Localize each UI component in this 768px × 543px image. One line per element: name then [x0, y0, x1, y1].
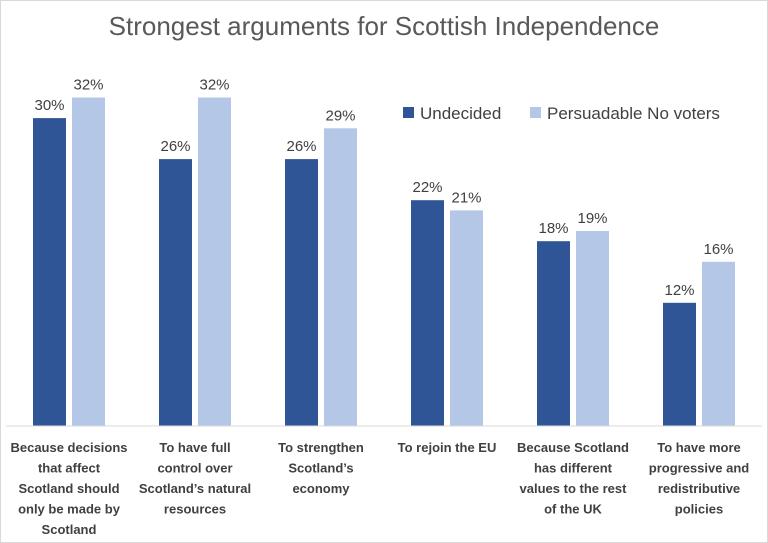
category-label-line: only be made by: [18, 502, 121, 517]
data-label-undecided-5: 18%: [538, 220, 568, 237]
category-label-line: Scotland’s natural: [139, 481, 251, 496]
category-label-5: Because Scotland has different values to t…: [517, 440, 629, 517]
category-label-line: Scotland: [42, 522, 97, 537]
category-label-line: To strengthen: [278, 440, 364, 455]
category-label-line: policies: [675, 502, 723, 517]
category-label-line: has different: [534, 461, 613, 476]
bar-undecided-4: [411, 200, 444, 426]
bar-persuadable-no-5: [576, 231, 609, 426]
data-label-undecided-1: 30%: [34, 97, 64, 114]
chart-title: Strongest arguments for Scottish Indepen…: [109, 11, 660, 41]
bar-undecided-2: [159, 159, 192, 426]
category-label-2: To have full control over Scotland’s natur…: [139, 440, 251, 517]
category-label-line: Scotland should: [18, 481, 119, 496]
category-label-3: To strengthen Scotland’s economy: [278, 440, 364, 496]
category-label-line: Scotland’s: [288, 461, 353, 476]
category-labels: Because decisions that affect Scotland sho…: [10, 440, 749, 537]
category-label-line: To have full: [159, 440, 230, 455]
bar-undecided-1: [33, 118, 66, 426]
bar-persuadable-no-2: [198, 97, 231, 426]
category-label-line: To rejoin the EU: [398, 440, 497, 455]
category-label-line: economy: [292, 481, 350, 496]
bar-undecided-6: [663, 302, 696, 426]
category-label-line: progressive and: [649, 461, 749, 476]
category-label-6: To have more progressive and redistributiv…: [649, 440, 749, 517]
category-label-line: redistributive: [658, 481, 740, 496]
bar-undecided-3: [285, 159, 318, 426]
bar-persuadable-no-1: [72, 97, 105, 426]
category-label-line: Because Scotland: [517, 440, 629, 455]
category-label-line: values to the rest: [520, 481, 628, 496]
data-label-persuadable-no-6: 16%: [703, 241, 733, 258]
data-label-undecided-2: 26%: [160, 138, 190, 155]
legend-swatch-undecided: [403, 107, 414, 118]
bar-undecided-5: [537, 241, 570, 426]
legend-label-undecided: Undecided: [420, 104, 501, 123]
category-label-line: control over: [157, 461, 232, 476]
legend-label-persuadable-no: Persuadable No voters: [547, 104, 720, 123]
category-label-line: To have more: [657, 440, 741, 455]
category-label-1: Because decisions that affect Scotland sho…: [10, 440, 127, 537]
data-label-undecided-6: 12%: [664, 282, 694, 299]
data-label-persuadable-no-5: 19%: [577, 210, 607, 227]
bar-persuadable-no-4: [450, 210, 483, 426]
data-label-persuadable-no-1: 32%: [73, 77, 103, 94]
data-label-persuadable-no-2: 32%: [199, 77, 229, 94]
bars: [33, 97, 735, 427]
category-label-4: To rejoin the EU: [398, 440, 497, 455]
legend: Undecided Persuadable No voters: [403, 104, 720, 123]
bar-persuadable-no-3: [324, 128, 357, 427]
category-label-line: of the UK: [544, 502, 602, 517]
data-label-undecided-3: 26%: [286, 138, 316, 155]
category-label-line: that affect: [38, 461, 101, 476]
data-labels: 30% 32% 26% 32% 26% 29% 22% 21% 18% 19% 12% 16%: [34, 77, 733, 299]
data-label-persuadable-no-4: 21%: [451, 189, 481, 206]
category-label-line: resources: [164, 502, 226, 517]
data-label-undecided-4: 22%: [412, 179, 442, 196]
data-label-persuadable-no-3: 29%: [325, 107, 355, 124]
category-label-line: Because decisions: [10, 440, 127, 455]
bar-persuadable-no-6: [702, 261, 735, 426]
legend-swatch-persuadable-no: [530, 107, 541, 118]
